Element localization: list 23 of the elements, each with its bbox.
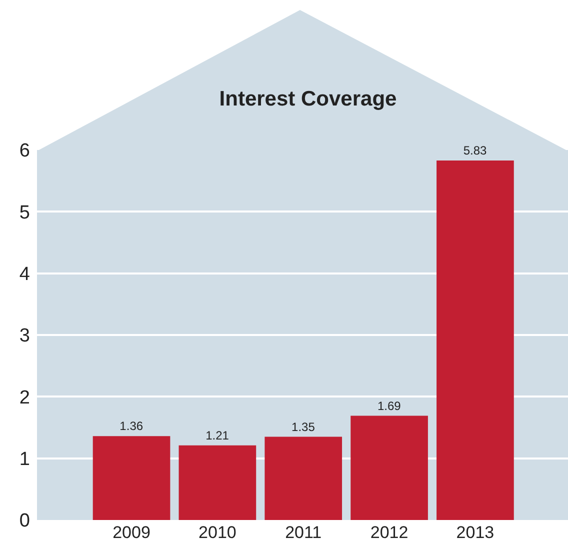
y-tick-label: 5 [19, 202, 30, 224]
y-tick-label: 6 [19, 140, 30, 162]
data-label: 1.21 [206, 428, 230, 442]
chart-title: Interest Coverage [219, 87, 397, 110]
x-tick-label: 2011 [285, 523, 322, 542]
data-label: 1.35 [292, 420, 316, 434]
data-label: 5.83 [463, 143, 488, 158]
bar [436, 160, 514, 520]
x-tick-label: 2013 [456, 523, 494, 542]
bar [92, 436, 170, 520]
x-tick-label: 2010 [198, 523, 236, 542]
bar [264, 436, 342, 520]
y-tick-label: 3 [19, 326, 30, 347]
x-tick-label: 2009 [112, 523, 150, 542]
y-tick-label: 0 [19, 510, 30, 532]
y-tick-label: 4 [19, 264, 30, 285]
x-tick-label: 2012 [370, 523, 408, 542]
bar [178, 445, 256, 520]
data-label: 1.69 [377, 398, 402, 413]
y-tick-label: 1 [19, 448, 30, 470]
bar [350, 416, 428, 520]
y-tick-label: 2 [19, 387, 30, 408]
data-label: 1.36 [120, 419, 144, 434]
